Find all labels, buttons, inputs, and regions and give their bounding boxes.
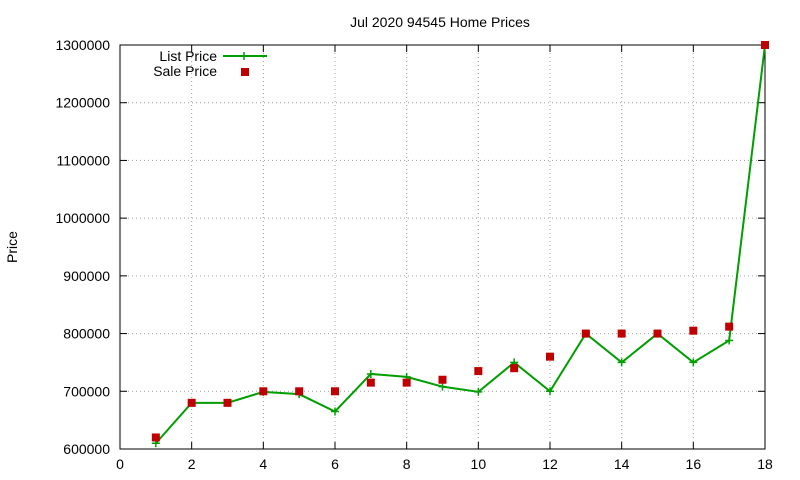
y-axis-label: Price [4,231,20,263]
list-price-point [474,387,483,396]
sale-price-point [187,398,196,407]
sale-price-point [689,326,698,335]
sale-price-point [653,329,662,338]
sale-price-point [725,322,734,331]
x-tick-label: 10 [471,456,487,472]
x-tick-label: 4 [259,456,267,472]
sale-price-point [581,329,590,338]
sale-price-point [617,329,626,338]
sale-price-point [474,367,483,376]
y-tick-label: 1100000 [57,152,111,168]
y-tick-label: 1200000 [55,95,110,111]
list-price-point [617,358,626,367]
y-tick-label: 900000 [63,268,110,284]
sale-price-point [761,41,769,49]
sale-price-point [223,398,232,407]
list-price-point [331,407,339,416]
sale-price-point [295,387,304,396]
sale-price-point [331,387,339,396]
plot-frame [119,44,766,450]
sale-price-point [510,364,519,373]
sale-price-point [259,387,268,396]
x-tick-label: 0 [116,456,124,472]
x-tick-label: 12 [542,456,558,472]
y-tick-label: 800000 [63,326,110,342]
y-tick-labels: 600000 700000 800000 900000 1000000 1100000 12… [55,37,110,457]
legend-label-sale-price: Sale Price [153,63,217,79]
legend-plus-marker [240,52,248,60]
list-price-point [689,358,698,367]
x-tick-label: 14 [614,456,630,472]
legend-label-list-price: List Price [159,48,217,64]
list-price-point [725,336,734,345]
x-tick-label: 6 [331,456,339,472]
x-tick-labels: 0 2 4 6 8 10 12 14 16 18 [116,456,773,472]
x-tick-label: 16 [686,456,702,472]
x-tick-label: 18 [757,456,773,472]
sale-price-point [546,352,554,361]
legend-square-marker [241,68,249,76]
sale-price-point [402,378,411,387]
sale-price-point [366,378,375,387]
axis-ticks [119,44,766,450]
x-tick-label: 2 [188,456,196,472]
y-tick-label: 1300000 [55,37,110,53]
x-tick-label: 8 [403,456,411,472]
list-price-line [155,44,766,444]
list-price-point [546,387,554,396]
y-tick-label: 600000 [63,441,110,457]
sale-price-point [438,375,447,384]
list-price-point [438,382,447,391]
y-tick-label: 700000 [63,383,110,399]
series-layer [151,41,769,448]
chart-title: Jul 2020 94545 Home Prices [350,14,530,30]
y-tick-label: 1000000 [55,210,110,226]
legend: List Price Sale Price [153,48,267,79]
sale-price-point [151,433,160,442]
list-price-point [366,369,375,378]
